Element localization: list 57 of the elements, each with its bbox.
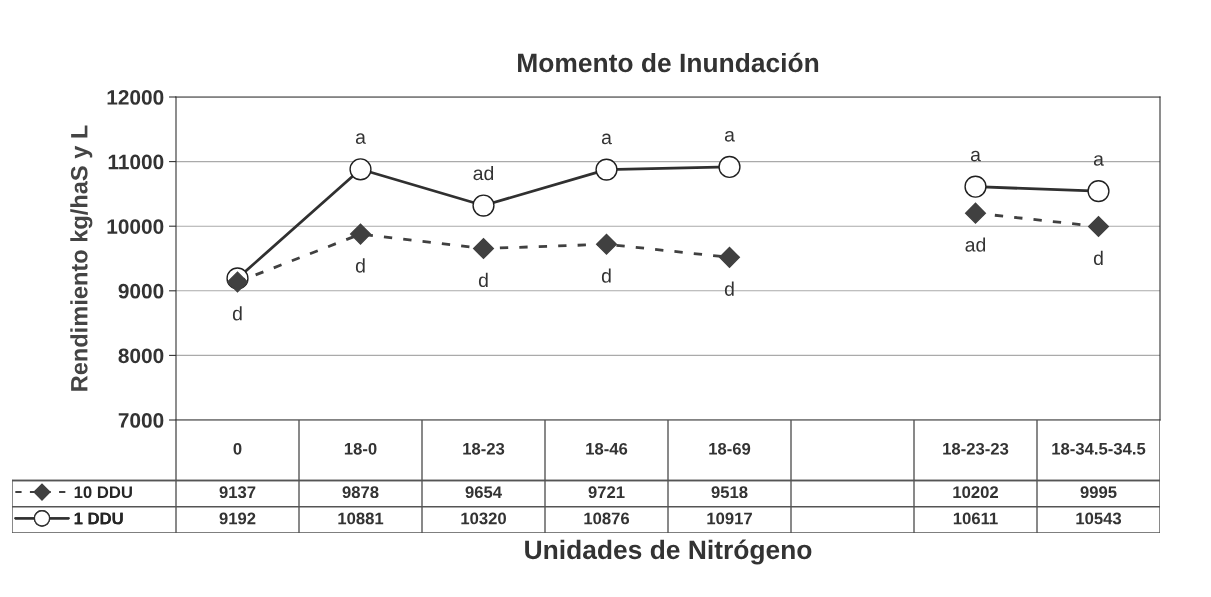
legend-label: 10 DDU xyxy=(74,486,132,499)
data-label: 9721 xyxy=(588,486,625,499)
annotation: d xyxy=(355,258,365,273)
annotation: d xyxy=(478,272,488,288)
x-tick-label: 18-34.5-34.5 xyxy=(1052,442,1146,455)
annotation: a xyxy=(724,130,735,142)
legend-label: 1 DDU xyxy=(74,512,123,525)
y-tick-label: 9000 xyxy=(118,283,164,299)
annotation: a xyxy=(1093,155,1104,166)
y-tick-label: 8000 xyxy=(118,348,164,364)
point xyxy=(964,202,987,224)
annotation: d xyxy=(724,281,734,296)
annotation: d xyxy=(601,268,611,283)
annotation: a xyxy=(601,133,612,145)
point xyxy=(718,246,741,268)
chart-title: Momento de Inundación xyxy=(518,52,819,73)
point xyxy=(1087,180,1110,203)
data-label: 10543 xyxy=(1076,512,1122,525)
data-label: 9878 xyxy=(342,486,379,499)
data-label: 10881 xyxy=(338,512,384,525)
point xyxy=(595,233,618,255)
data-label: 9518 xyxy=(711,486,748,499)
data-label: 10202 xyxy=(953,486,999,499)
x-tick-label: 18-23 xyxy=(463,442,505,455)
data-label: 9192 xyxy=(219,512,256,525)
y-axis-title: Rendimiento kg/haS y L xyxy=(70,125,93,391)
annotation: d xyxy=(232,306,242,321)
y-tick-label: 10000 xyxy=(107,219,164,234)
data-label: 10611 xyxy=(953,512,998,525)
data-label: 10876 xyxy=(584,512,630,525)
point xyxy=(964,175,987,198)
point xyxy=(595,158,618,181)
x-tick-label: 0 xyxy=(233,442,242,455)
x-tick-label: 18-0 xyxy=(344,442,377,455)
data-label: 9137 xyxy=(219,486,256,499)
data-label: 10320 xyxy=(461,512,506,525)
y-tick-label: 12000 xyxy=(107,90,164,105)
y-tick-label: 7000 xyxy=(118,413,164,428)
point xyxy=(718,155,741,179)
x-tick-label: 18-46 xyxy=(586,442,628,455)
data-label: 9995 xyxy=(1080,486,1117,499)
point xyxy=(472,238,495,260)
x-tick-label: 18-23-23 xyxy=(943,442,1009,455)
x-tick-label: 18-69 xyxy=(709,442,751,455)
point xyxy=(349,158,372,181)
annotation: d xyxy=(1093,250,1103,266)
point xyxy=(349,223,372,245)
point xyxy=(472,194,495,217)
point xyxy=(1087,216,1110,238)
data-label: 9654 xyxy=(465,486,502,499)
data-label: 10917 xyxy=(707,512,752,525)
annotation: a xyxy=(970,150,981,162)
annotation: ad xyxy=(473,165,494,181)
x-axis-title: Unidades de Nitrógeno xyxy=(525,539,812,565)
annotation: ad xyxy=(965,237,986,252)
y-tick-label: 11000 xyxy=(108,154,164,170)
annotation: a xyxy=(355,133,366,144)
